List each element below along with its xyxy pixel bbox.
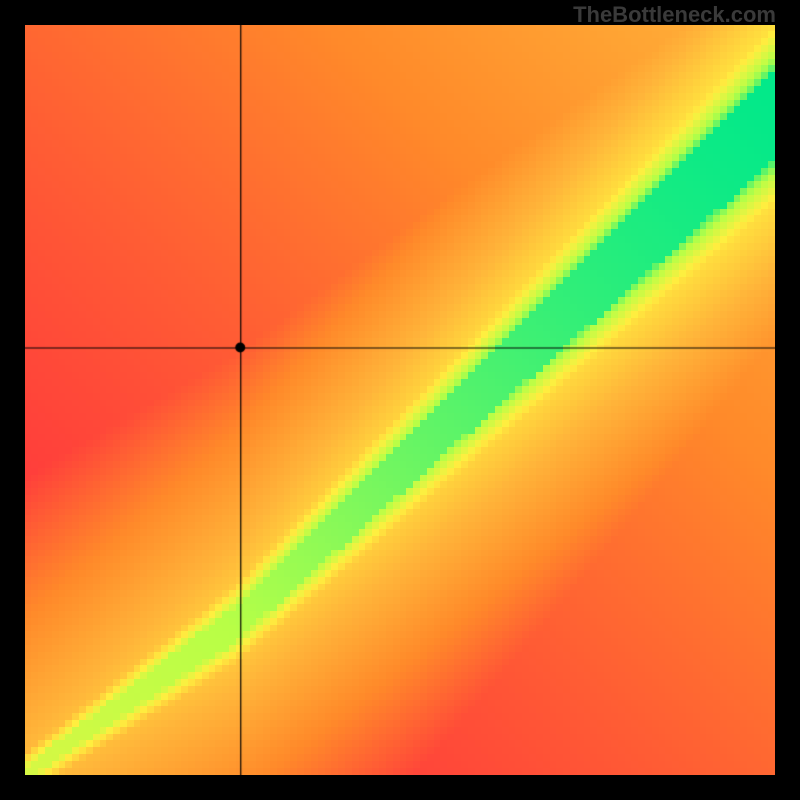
watermark-text: TheBottleneck.com xyxy=(573,2,776,28)
bottleneck-heatmap xyxy=(25,25,775,775)
chart-container: TheBottleneck.com xyxy=(0,0,800,800)
